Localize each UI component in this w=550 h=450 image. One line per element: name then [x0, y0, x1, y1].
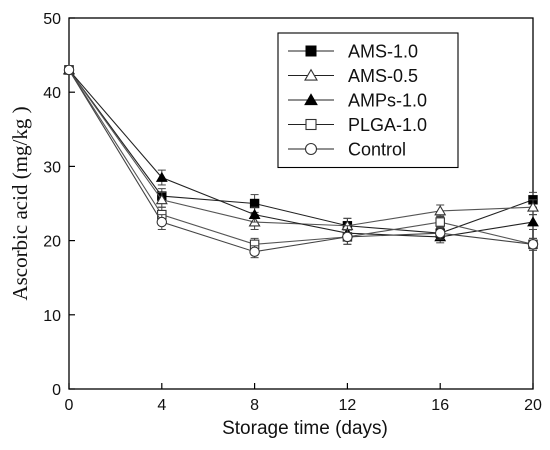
y-tick-label: 0 [52, 382, 61, 399]
data-point [155, 171, 168, 182]
x-axis-title: Storage time (days) [222, 418, 388, 439]
legend-item: AMPs-1.0 [288, 91, 427, 111]
legend-marker [305, 45, 317, 57]
data-point [249, 198, 260, 209]
series-line [68, 69, 534, 234]
data-point [248, 208, 261, 219]
data-point [527, 201, 539, 212]
data-point [434, 204, 447, 216]
legend-label: AMS-0.5 [348, 66, 418, 86]
series-line [68, 69, 534, 245]
legend-label: PLGA-1.0 [348, 115, 427, 135]
legend-label: AMS-1.0 [348, 42, 418, 62]
y-tick-label: 50 [43, 11, 61, 28]
data-point [249, 246, 260, 257]
x-tick-label: 0 [65, 397, 74, 414]
data-point [434, 227, 446, 239]
x-tick-label: 12 [339, 397, 357, 414]
legend-item: PLGA-1.0 [288, 115, 427, 135]
data-point [527, 216, 539, 227]
x-tick-label: 20 [524, 397, 542, 414]
data-point [342, 231, 353, 243]
legend-item: AMS-0.5 [288, 66, 418, 86]
legend-marker [304, 68, 318, 81]
x-tick-label: 4 [157, 397, 166, 414]
y-tick-label: 40 [43, 85, 61, 102]
y-tick-label: 30 [43, 159, 61, 176]
legend-item: Control [288, 140, 406, 160]
x-tick-label: 16 [431, 397, 449, 414]
x-tick-label: 8 [250, 397, 259, 414]
legend-item: AMS-1.0 [288, 42, 418, 62]
legend-marker [304, 142, 318, 156]
y-axis-title: Ascorbic acid (mg/kg ) [8, 106, 32, 300]
series-line [68, 69, 534, 253]
x-axis: 0 4 8 12 16 20 [65, 383, 542, 414]
y-tick-label: 10 [43, 308, 61, 325]
data-point [63, 64, 75, 76]
y-tick-label: 20 [43, 234, 61, 251]
legend-label: AMPs-1.0 [348, 91, 427, 111]
legend: AMS-1.0 AMS-0.5 AMPs-1.0 PLGA-1.0 Control [277, 32, 459, 169]
legend-marker [305, 118, 317, 131]
y-axis: 0 10 20 30 40 50 [43, 11, 75, 399]
data-point [527, 239, 539, 250]
legend-label: Control [348, 140, 406, 160]
series-control [63, 64, 539, 259]
data-point [156, 216, 168, 228]
data-point [155, 193, 168, 205]
series-line [68, 69, 534, 238]
legend-marker [304, 93, 318, 106]
series-layer [63, 64, 539, 259]
data-point [435, 217, 445, 227]
